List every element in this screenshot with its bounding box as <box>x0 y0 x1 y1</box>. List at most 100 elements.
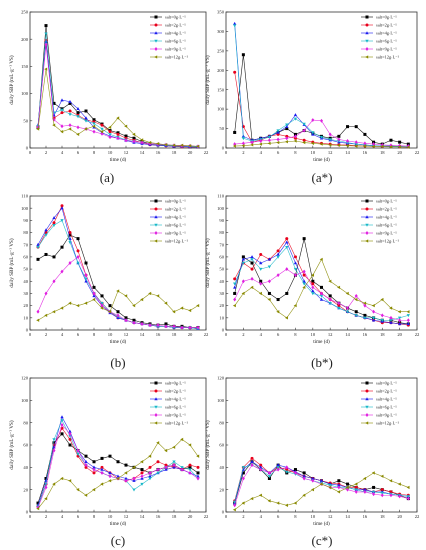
y-axis-title: daily SBP (mL·g⁻¹ VS) <box>204 420 211 469</box>
series-0 <box>233 237 410 326</box>
data-point <box>250 261 254 265</box>
data-point <box>100 127 104 131</box>
data-point <box>76 132 80 137</box>
data-point <box>345 485 349 490</box>
data-point <box>258 493 262 497</box>
data-point <box>68 261 72 265</box>
panel-label: (b*) <box>311 355 333 370</box>
data-point <box>311 285 315 290</box>
data-point <box>100 130 104 134</box>
data-point <box>68 99 72 103</box>
data-point <box>180 143 184 147</box>
data-point <box>258 142 262 146</box>
data-point <box>354 489 358 494</box>
y-tick-label: 30 <box>23 291 28 296</box>
y-tick-label: 200 <box>217 68 225 73</box>
data-point <box>250 258 254 262</box>
data-point <box>311 118 315 122</box>
y-tick-label: 10 <box>23 315 28 320</box>
y-tick-label: 100 <box>217 107 225 112</box>
data-point <box>180 467 184 472</box>
data-point <box>267 257 272 261</box>
x-tick-label: 2 <box>242 332 245 337</box>
data-point <box>267 475 272 479</box>
series-5 <box>36 289 200 322</box>
panel-label: (c*) <box>312 533 333 548</box>
legend-label: salt=4g·L⁻¹ <box>376 31 397 36</box>
data-point <box>380 474 384 478</box>
x-tick-label: 10 <box>311 514 316 519</box>
data-point <box>259 279 263 283</box>
x-tick-label: 12 <box>124 150 129 155</box>
data-point <box>116 131 120 135</box>
legend-label: salt=2g·L⁻¹ <box>376 389 397 394</box>
data-point <box>52 224 56 228</box>
data-point <box>172 324 176 329</box>
x-tick-label: 4 <box>61 332 64 337</box>
data-point <box>363 144 367 148</box>
data-point <box>337 490 341 494</box>
y-tick-label: 20 <box>23 487 28 492</box>
data-point <box>52 438 56 442</box>
legend-label: salt=12g·L⁻¹ <box>376 421 400 426</box>
data-point <box>363 301 367 305</box>
data-point <box>44 477 48 480</box>
data-point <box>285 136 289 141</box>
data-point <box>285 245 289 249</box>
data-point <box>84 465 88 469</box>
data-point <box>241 279 245 284</box>
data-point <box>76 254 80 259</box>
legend-marker <box>154 199 158 203</box>
x-tick-label: 8 <box>294 514 297 519</box>
data-point <box>276 298 280 302</box>
x-tick-label: 14 <box>140 150 145 155</box>
data-point <box>233 21 237 25</box>
data-point <box>380 297 384 302</box>
y-tick-label: 300 <box>217 29 225 34</box>
legend-marker <box>154 421 158 425</box>
series-4 <box>233 463 410 508</box>
y-tick-label: 10 <box>219 315 224 320</box>
data-point <box>116 310 120 314</box>
data-point <box>259 463 263 467</box>
data-point <box>148 454 152 458</box>
legend-marker <box>154 31 158 35</box>
x-tick-label: 6 <box>277 332 280 337</box>
y-tick-label: 110 <box>21 194 28 199</box>
data-point <box>164 448 168 453</box>
data-point <box>320 291 323 296</box>
data-point <box>92 285 96 289</box>
data-point <box>116 132 120 136</box>
data-point <box>132 318 136 322</box>
series-4 <box>233 267 410 323</box>
x-tick-label: 20 <box>188 332 193 337</box>
data-point <box>60 130 64 134</box>
data-point <box>311 141 315 145</box>
data-point <box>276 129 280 133</box>
y-tick-label: 350 <box>217 10 225 15</box>
x-tick-label: 0 <box>29 150 32 155</box>
data-point <box>60 422 64 427</box>
x-tick-label: 16 <box>363 332 368 337</box>
data-point <box>164 465 168 470</box>
y-tick-label: 250 <box>217 48 225 53</box>
data-point <box>52 279 56 284</box>
data-point <box>92 467 96 472</box>
data-point <box>52 123 56 127</box>
x-tick-label: 4 <box>260 332 263 337</box>
data-point <box>68 101 72 105</box>
data-point <box>259 467 263 472</box>
x-tick-label: 20 <box>397 514 402 519</box>
data-point <box>92 460 96 464</box>
data-point <box>337 301 341 306</box>
data-point <box>68 113 72 117</box>
x-tick-label: 20 <box>188 150 193 155</box>
data-point <box>60 108 64 112</box>
data-point <box>92 465 96 469</box>
data-point <box>100 302 104 305</box>
data-point <box>267 141 271 145</box>
data-point <box>389 319 393 323</box>
series-line <box>234 25 409 148</box>
data-point <box>397 322 402 326</box>
legend-label: salt=9g·L⁻¹ <box>376 231 397 236</box>
